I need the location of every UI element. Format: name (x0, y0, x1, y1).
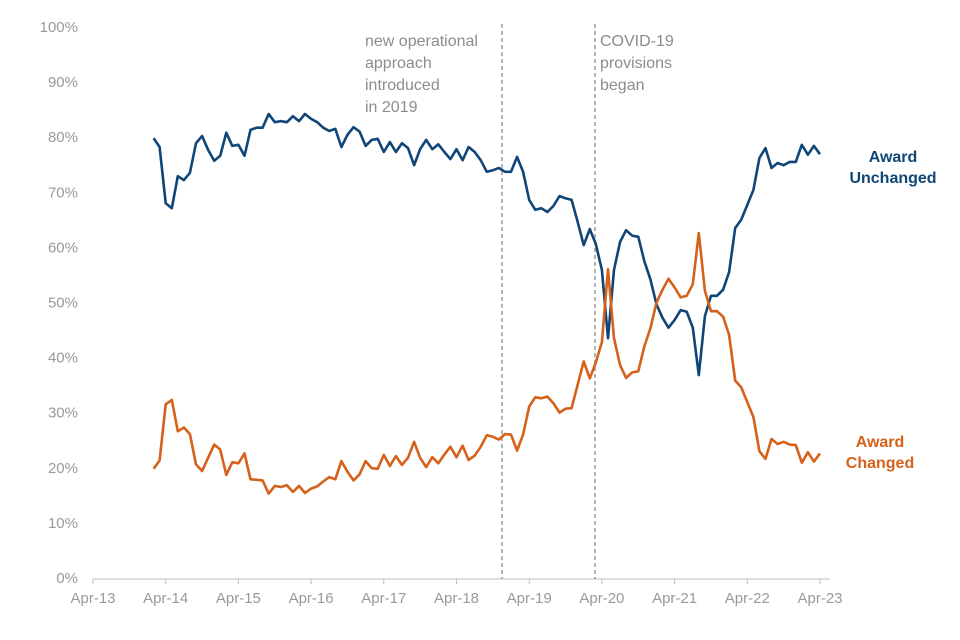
x-tick-label: Apr-22 (725, 590, 770, 607)
annotation: COVID-19 (600, 33, 674, 50)
y-tick-label: 80% (48, 129, 78, 146)
series-label: Award Unchanged (849, 149, 937, 187)
x-tick-label: Apr-19 (507, 590, 552, 607)
y-tick-label: 60% (48, 239, 78, 256)
x-tick-label: Apr-13 (70, 590, 115, 607)
x-tick-label: Apr-17 (361, 590, 406, 607)
y-tick-label: 90% (48, 74, 78, 91)
y-tick-label: 100% (40, 19, 78, 36)
x-tick-label: Apr-15 (216, 590, 261, 607)
y-tick-label: 20% (48, 460, 78, 477)
y-tick-label: 40% (48, 350, 78, 367)
x-tick-label: Apr-18 (434, 590, 479, 607)
annotation: in 2019 (365, 99, 418, 116)
series-label: Award Changed (845, 434, 915, 472)
series-line (152, 231, 822, 495)
x-tick-label: Apr-23 (797, 590, 842, 607)
x-tick-label: Apr-21 (652, 590, 697, 607)
annotation: began (600, 77, 645, 94)
y-tick-label: 0% (56, 570, 78, 587)
x-tick-label: Apr-14 (143, 590, 188, 607)
y-tick-label: 30% (48, 405, 78, 422)
y-tick-label: 70% (48, 184, 78, 201)
annotation: provisions (600, 55, 672, 72)
annotation: approach (365, 55, 432, 72)
x-tick-label: Apr-16 (289, 590, 334, 607)
annotation: introduced (365, 77, 440, 94)
y-tick-label: 10% (48, 515, 78, 532)
y-tick-label: 50% (48, 294, 78, 311)
annotation: new operational (365, 33, 478, 50)
series-line (152, 112, 822, 377)
x-tick-label: Apr-20 (579, 590, 624, 607)
